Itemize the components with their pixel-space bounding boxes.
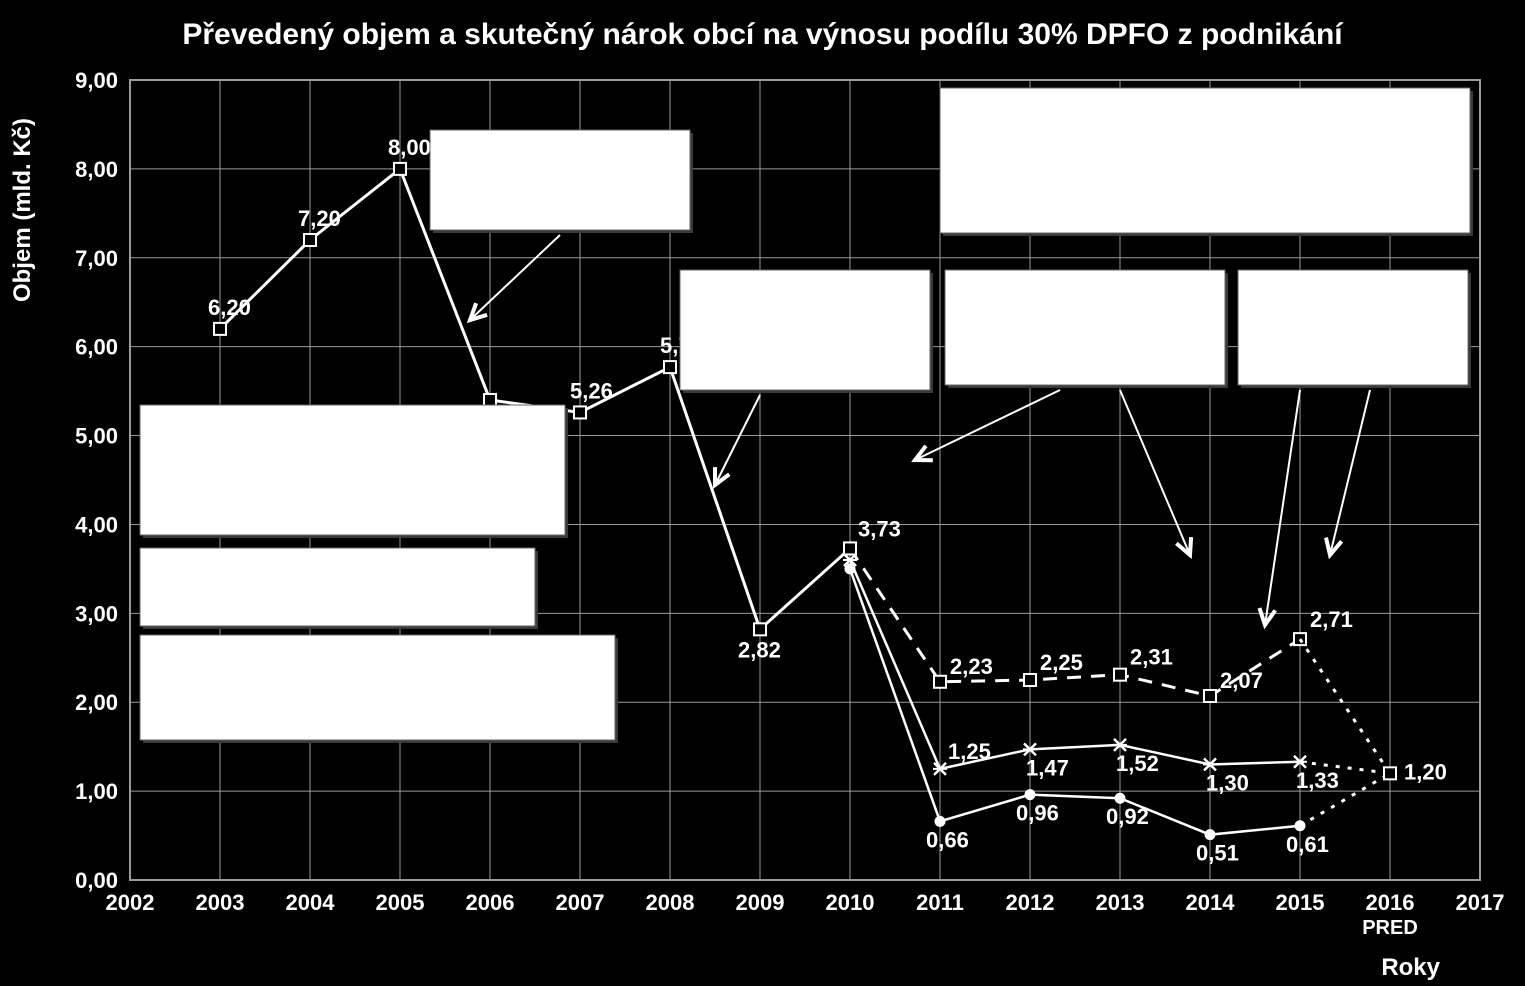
data-label: 0,66 xyxy=(926,827,969,852)
data-label: 2,23 xyxy=(950,654,993,679)
data-label: 3,73 xyxy=(858,516,901,541)
chart-title: Převedený objem a skutečný nárok obcí na… xyxy=(182,18,1344,51)
marker-square xyxy=(844,542,856,554)
data-label: 1,20 xyxy=(1404,759,1447,784)
annotation-box xyxy=(140,548,535,626)
data-label: 1,30 xyxy=(1206,770,1249,795)
y-tick-label: 6,00 xyxy=(75,335,118,360)
data-label: 0,92 xyxy=(1106,804,1149,829)
annotation-arrow xyxy=(1265,390,1300,625)
y-tick-label: 2,00 xyxy=(75,690,118,715)
data-label: 2,71 xyxy=(1310,607,1353,632)
annotation-arrow xyxy=(470,235,560,320)
annotation-box xyxy=(140,635,615,740)
annotation-arrow xyxy=(915,390,1060,460)
y-tick-label: 8,00 xyxy=(75,157,118,182)
x-axis-label: Roky xyxy=(1381,954,1440,981)
marker-square xyxy=(934,676,946,688)
annotation-box xyxy=(945,270,1225,385)
data-label: 1,47 xyxy=(1026,755,1069,780)
annotation-box xyxy=(430,130,690,230)
marker-circle xyxy=(935,816,945,826)
marker-square xyxy=(574,406,586,418)
y-tick-label: 3,00 xyxy=(75,601,118,626)
marker-square xyxy=(304,234,316,246)
annotation-box xyxy=(940,88,1470,233)
marker-square xyxy=(1024,674,1036,686)
x-tick-label: 2007 xyxy=(556,890,605,915)
data-label: 0,61 xyxy=(1286,832,1329,857)
data-label: 1,25 xyxy=(948,739,991,764)
data-label: 1,52 xyxy=(1116,751,1159,776)
data-label: 2,07 xyxy=(1220,668,1263,693)
x-tick-label: 2013 xyxy=(1096,890,1145,915)
marker-square xyxy=(1384,767,1396,779)
y-tick-label: 7,00 xyxy=(75,246,118,271)
marker-square xyxy=(754,623,766,635)
x-tick-label: 2010 xyxy=(826,890,875,915)
data-label: 1,33 xyxy=(1296,768,1339,793)
data-label: 6,20 xyxy=(208,295,251,320)
y-tick-label: 5,00 xyxy=(75,424,118,449)
marker-circle xyxy=(1115,793,1125,803)
x-tick-label: 2004 xyxy=(286,890,336,915)
chart-svg: Převedený objem a skutečný nárok obcí na… xyxy=(0,0,1525,986)
data-label: 0,51 xyxy=(1196,841,1239,866)
chart-container: Převedený objem a skutečný nárok obcí na… xyxy=(0,0,1525,986)
x-tick-label: 2008 xyxy=(646,890,695,915)
x-tick-label: 2016 xyxy=(1366,890,1415,915)
marker-circle xyxy=(1025,790,1035,800)
x-tick-label: 2005 xyxy=(376,890,425,915)
data-label: 2,82 xyxy=(738,637,781,662)
marker-square xyxy=(214,323,226,335)
x-tick-label: 2002 xyxy=(106,890,155,915)
annotation-box xyxy=(1238,270,1468,385)
data-label: 2,25 xyxy=(1040,650,1083,675)
x-tick-label: 2012 xyxy=(1006,890,1055,915)
marker-square xyxy=(664,361,676,373)
x-tick-label: 2003 xyxy=(196,890,245,915)
marker-square xyxy=(484,394,496,406)
annotation-arrow xyxy=(715,395,760,485)
data-label: 8,00 xyxy=(388,135,431,160)
marker-circle xyxy=(1205,830,1215,840)
x-tick-label: 2009 xyxy=(736,890,785,915)
series-dotted-line xyxy=(1300,639,1390,773)
data-label: 5,26 xyxy=(570,378,613,403)
annotation-arrow xyxy=(1330,390,1370,555)
marker-square xyxy=(1204,690,1216,702)
data-label: 0,96 xyxy=(1016,801,1059,826)
marker-square xyxy=(394,163,406,175)
x-tick-label: 2015 xyxy=(1276,890,1325,915)
y-tick-label: 4,00 xyxy=(75,512,118,537)
data-label: 2,31 xyxy=(1130,645,1173,670)
x-tick-label: 2006 xyxy=(466,890,515,915)
x-tick-label: 2017 xyxy=(1456,890,1505,915)
annotation-box xyxy=(140,405,565,535)
data-label: 7,20 xyxy=(298,206,341,231)
x-tick-label: 2011 xyxy=(916,890,964,915)
marker-square xyxy=(1114,669,1126,681)
x-tick-label: 2014 xyxy=(1186,890,1236,915)
y-tick-label: 9,00 xyxy=(75,68,118,93)
y-axis-label: Objem (mld. Kč) xyxy=(9,118,36,302)
x-tick-sublabel-2016: PRED xyxy=(1362,917,1418,939)
y-tick-label: 1,00 xyxy=(75,779,118,804)
annotation-box xyxy=(680,270,930,390)
annotation-arrow xyxy=(1120,390,1190,555)
